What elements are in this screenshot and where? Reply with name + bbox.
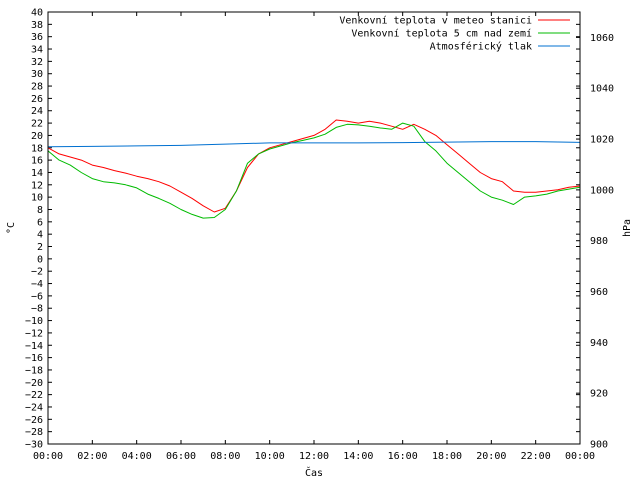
y-tick-label: 6 <box>37 217 43 228</box>
y-tick-label: −22 <box>25 390 43 401</box>
y2-tick-label: 1000 <box>590 185 614 196</box>
y-tick-label: 14 <box>31 168 43 179</box>
y-tick-label: 8 <box>37 205 43 216</box>
y2-tick-label: 1040 <box>590 84 614 95</box>
x-tick-label: 14:00 <box>343 451 373 462</box>
legend: Venkovní teplota v meteo staniciVenkovní… <box>339 15 570 53</box>
y-tick-label: 34 <box>31 45 43 56</box>
y-tick-label: −26 <box>25 415 43 426</box>
y-tick-label: 18 <box>31 143 43 154</box>
y-tick-label: 2 <box>37 242 43 253</box>
y-tick-label: −12 <box>25 328 43 339</box>
y-tick-label: 28 <box>31 82 43 93</box>
y-tick-label: −10 <box>25 316 43 327</box>
x-tick-label: 06:00 <box>166 451 196 462</box>
y-tick-label: 26 <box>31 94 43 105</box>
y-tick-label: −8 <box>31 304 43 315</box>
y-tick-label: 38 <box>31 20 43 31</box>
plot-frame <box>47 11 581 445</box>
x-tick-label: 04:00 <box>122 451 152 462</box>
y-tick-label: 10 <box>31 193 43 204</box>
y-axis-label: °C <box>6 222 17 234</box>
y-tick-label: −20 <box>25 378 43 389</box>
y2-tick-label: 900 <box>590 440 608 451</box>
tick-labels-layer: −30−28−26−24−22−20−18−16−14−12−10−8−6−4−… <box>25 8 614 463</box>
y-tick-label: −24 <box>25 402 43 413</box>
x-tick-label: 16:00 <box>388 451 418 462</box>
y2-axis-label: hPa <box>622 219 633 237</box>
y-tick-label: 0 <box>37 254 43 265</box>
y-tick-label: −2 <box>31 267 43 278</box>
y-tick-label: −18 <box>25 365 43 376</box>
y-tick-label: 16 <box>31 156 43 167</box>
y-tick-label: 22 <box>31 119 43 130</box>
y-tick-label: −16 <box>25 353 43 364</box>
y2-tick-label: 980 <box>590 236 608 247</box>
x-axis-label: Čas <box>305 466 323 479</box>
y-tick-label: 40 <box>31 8 43 19</box>
x-tick-label: 00:00 <box>33 451 63 462</box>
y-tick-label: 12 <box>31 180 43 191</box>
legend-label-1: Venkovní teplota v meteo stanici <box>339 15 532 27</box>
x-tick-label: 18:00 <box>432 451 462 462</box>
legend-label-3: Atmosférický tlak <box>430 41 532 53</box>
y-tick-label: 36 <box>31 32 43 43</box>
x-tick-label: 08:00 <box>210 451 240 462</box>
y-tick-label: 30 <box>31 69 43 80</box>
x-tick-label: 00:00 <box>565 451 595 462</box>
y-tick-label: 24 <box>31 106 43 117</box>
y-tick-label: 20 <box>31 131 43 142</box>
x-tick-label: 12:00 <box>299 451 329 462</box>
axis-ticks-layer <box>47 11 581 445</box>
x-tick-label: 20:00 <box>476 451 506 462</box>
y2-tick-label: 960 <box>590 287 608 298</box>
x-tick-label: 02:00 <box>77 451 107 462</box>
y2-tick-label: 940 <box>590 338 608 349</box>
y-tick-label: −14 <box>25 341 43 352</box>
y-tick-label: −6 <box>31 291 43 302</box>
x-tick-label: 22:00 <box>521 451 551 462</box>
legend-label-2: Venkovní teplota 5 cm nad zemí <box>351 28 532 40</box>
series-line-3 <box>47 141 581 148</box>
y-tick-label: −30 <box>25 440 43 451</box>
y-tick-label: 4 <box>37 230 43 241</box>
x-tick-label: 10:00 <box>255 451 285 462</box>
y2-tick-label: 1020 <box>590 135 614 146</box>
series-line-2 <box>47 122 581 219</box>
y-tick-label: −28 <box>25 427 43 438</box>
y2-tick-label: 920 <box>590 389 608 400</box>
y-tick-label: −4 <box>31 279 43 290</box>
y2-tick-label: 1060 <box>590 33 614 44</box>
y-tick-label: 32 <box>31 57 43 68</box>
series-layer <box>47 119 581 219</box>
series-line-1 <box>47 119 581 213</box>
